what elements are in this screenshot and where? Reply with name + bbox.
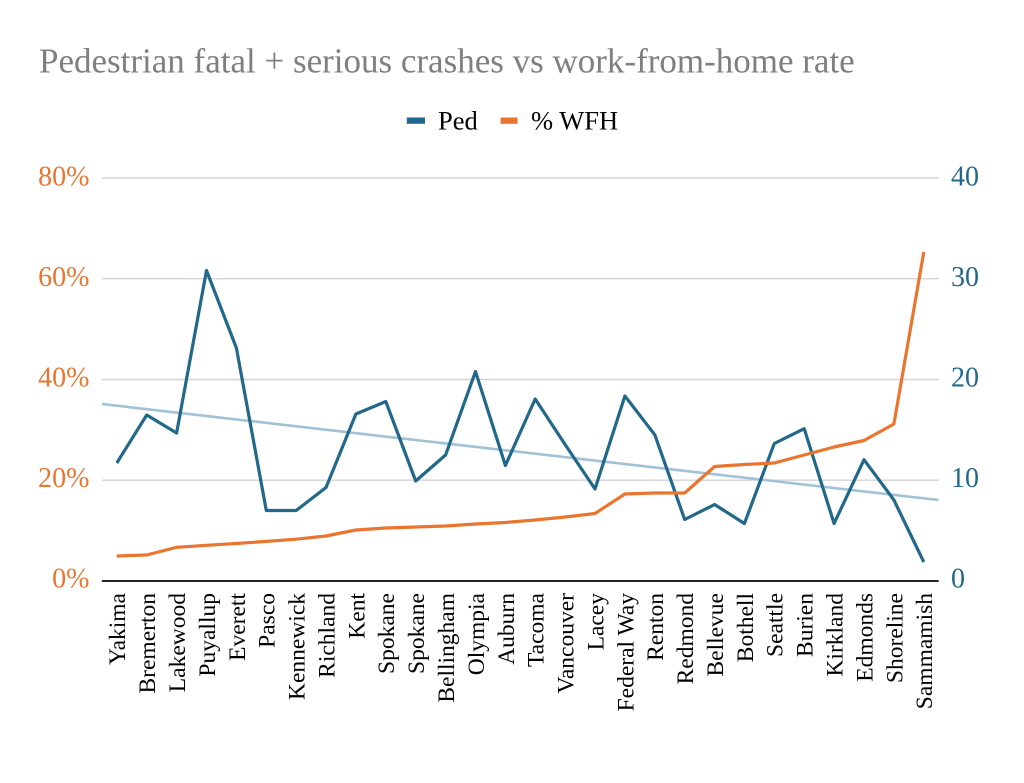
svg-text:Kirkland: Kirkland: [823, 593, 849, 677]
svg-text:Lakewood: Lakewood: [165, 593, 191, 692]
svg-text:Pedestrian fatal + serious cra: Pedestrian fatal + serious crashes vs wo…: [39, 42, 855, 81]
svg-text:Burien: Burien: [793, 593, 819, 657]
svg-text:0: 0: [951, 564, 965, 595]
svg-text:Pasco: Pasco: [255, 593, 281, 648]
svg-text:Seattle: Seattle: [763, 593, 789, 657]
svg-text:Richland: Richland: [314, 593, 340, 678]
svg-text:Everett: Everett: [225, 593, 251, 661]
svg-text:Edmonds: Edmonds: [852, 593, 878, 682]
svg-text:20%: 20%: [38, 463, 89, 494]
svg-text:Bremerton: Bremerton: [135, 593, 161, 694]
svg-text:Kent: Kent: [344, 593, 370, 639]
svg-text:Spokane: Spokane: [374, 593, 400, 674]
svg-text:0%: 0%: [52, 564, 89, 595]
svg-text:% WFH: % WFH: [531, 105, 618, 135]
svg-text:Bothell: Bothell: [733, 593, 759, 663]
svg-text:Tacoma: Tacoma: [524, 592, 550, 667]
svg-text:30: 30: [951, 262, 979, 293]
svg-text:Kennewick: Kennewick: [285, 593, 311, 700]
svg-text:Renton: Renton: [643, 593, 669, 661]
svg-text:Federal Way: Federal Way: [613, 593, 639, 712]
svg-text:Sammamish: Sammamish: [912, 593, 938, 709]
svg-text:Ped: Ped: [438, 105, 478, 135]
svg-text:Shoreline: Shoreline: [882, 593, 908, 683]
svg-text:40: 40: [951, 162, 979, 193]
svg-text:20: 20: [951, 363, 979, 394]
svg-text:Yakima: Yakima: [105, 592, 131, 665]
svg-text:40%: 40%: [38, 363, 89, 394]
svg-text:Vancouver: Vancouver: [554, 593, 580, 694]
svg-text:Lacey: Lacey: [583, 593, 609, 651]
svg-text:Puyallup: Puyallup: [195, 593, 221, 677]
svg-text:Olympia: Olympia: [464, 592, 490, 675]
svg-text:Auburn: Auburn: [494, 593, 520, 665]
svg-text:Bellingham: Bellingham: [434, 593, 460, 703]
svg-text:10: 10: [951, 463, 979, 494]
svg-text:Redmond: Redmond: [673, 593, 699, 685]
svg-text:Bellevue: Bellevue: [703, 593, 729, 677]
svg-text:80%: 80%: [38, 162, 89, 193]
svg-text:60%: 60%: [38, 262, 89, 293]
svg-text:Spokane: Spokane: [404, 593, 430, 674]
